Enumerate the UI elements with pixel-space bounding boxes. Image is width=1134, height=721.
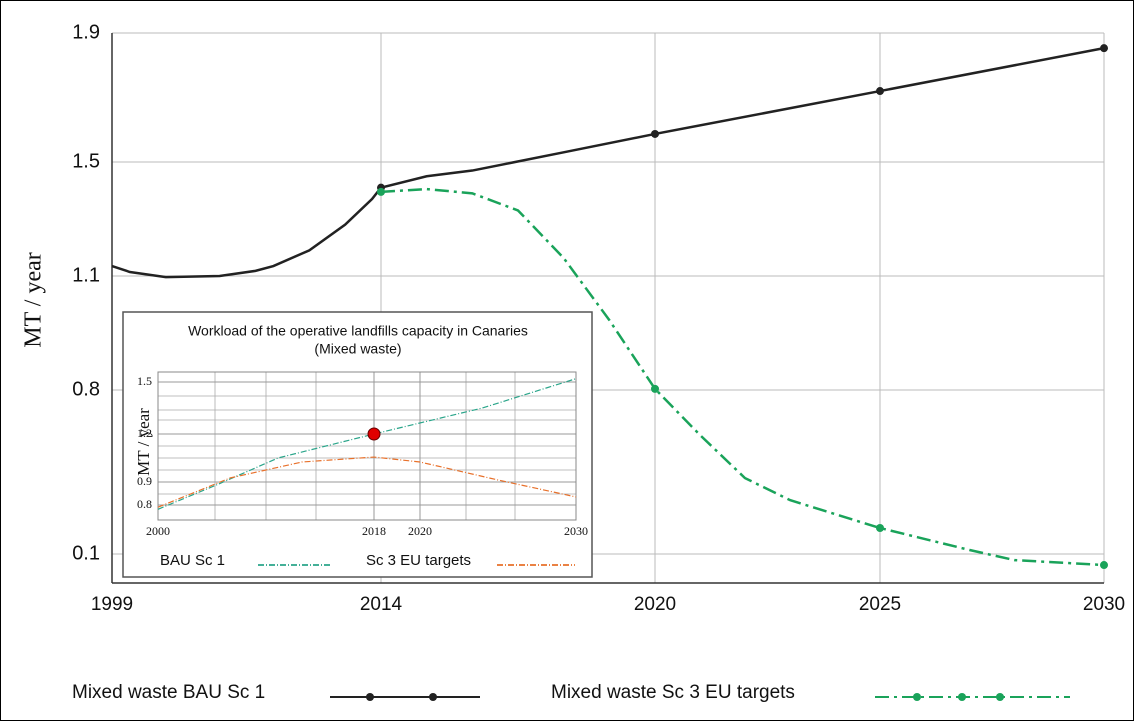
series-line: [157, 378, 577, 510]
inset-plot-frame: [157, 371, 577, 521]
y-tick-label: 0.9: [137, 474, 152, 488]
inset-subtitle: (Mixed waste): [314, 341, 401, 357]
x-tick-label: 2018: [362, 524, 386, 538]
legend-marker: [958, 693, 966, 701]
marker: [377, 187, 385, 196]
x-tick-label: 2020: [408, 524, 432, 538]
x-tick-label: 1999: [91, 594, 133, 615]
y-axis-label: MT / year: [21, 252, 47, 348]
x-tick-label: 2025: [859, 594, 901, 615]
marker: [876, 523, 884, 532]
legend-label: BAU Sc 1: [160, 552, 225, 569]
y-tick-label: 0.8: [137, 497, 152, 511]
y-tick-label: 0.1: [72, 542, 100, 564]
series-line: [157, 456, 577, 508]
marker: [1100, 44, 1108, 53]
legend-marker: [996, 693, 1004, 701]
marker: [651, 384, 659, 393]
legend-marker: [913, 693, 921, 701]
inset-frame: [122, 311, 593, 578]
y-tick-label: 1.1: [72, 264, 100, 286]
inset-title: Workload of the operative landfills capa…: [188, 323, 528, 339]
series-line: [380, 187, 1105, 567]
y-tick-label: 1.9: [72, 21, 100, 43]
y-tick-label: 1.5: [72, 150, 100, 172]
x-tick-label: 2014: [360, 594, 403, 615]
main-plot: 0.1 0.8 1.1 1.5 1.9 1999 2014 2020 2025 2030 MT / …: [21, 21, 1126, 703]
legend-label: Mixed waste BAU Sc 1: [72, 682, 265, 703]
highlight-point: [367, 427, 381, 441]
legend-marker: [429, 693, 437, 701]
x-tick-label: 2000: [146, 524, 170, 538]
marker: [651, 129, 659, 138]
x-tick-label: 2020: [634, 594, 676, 615]
y-tick-label: 0.8: [72, 378, 100, 400]
legend-label: Sc 3 EU targets: [366, 552, 471, 569]
x-tick-label: 2030: [1083, 594, 1125, 615]
inset-plot: Workload of the operative landfills capa…: [122, 311, 593, 578]
y-axis-label: MT / year: [134, 408, 153, 476]
series-line: [111, 46, 1105, 279]
y-tick-label: 1.2: [137, 426, 152, 440]
marker: [1100, 561, 1108, 570]
legend-label: Mixed waste Sc 3 EU targets: [551, 682, 795, 703]
y-tick-label: 1.5: [137, 374, 152, 388]
legend-marker: [366, 693, 374, 701]
x-tick-label: 2030: [564, 524, 588, 538]
marker: [876, 87, 884, 96]
